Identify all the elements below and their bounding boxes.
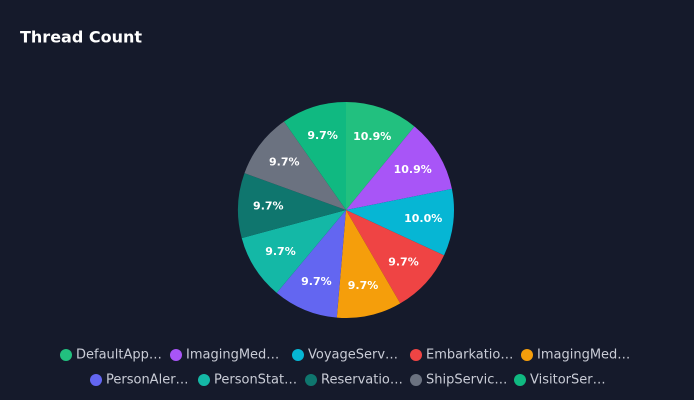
legend-marker bbox=[198, 374, 210, 386]
pie-slice bbox=[238, 173, 346, 239]
legend-label: ImagingMed… bbox=[186, 348, 279, 363]
slice-label: 10.9% bbox=[353, 130, 391, 143]
slice-label: 9.7% bbox=[388, 255, 419, 268]
legend-marker bbox=[305, 374, 317, 386]
legend-marker bbox=[60, 349, 72, 361]
legend-label: Embarkatio… bbox=[426, 348, 513, 363]
legend-label: VoyageServ… bbox=[308, 348, 398, 363]
slice-label: 9.7% bbox=[265, 245, 296, 258]
slice-label: 9.7% bbox=[269, 156, 300, 169]
slice-label: 10.9% bbox=[394, 163, 432, 176]
slice-label: 9.7% bbox=[301, 275, 332, 288]
chart-title: Thread Count bbox=[20, 28, 142, 47]
slice-label: 9.7% bbox=[307, 129, 338, 142]
legend-label: PersonStat… bbox=[214, 373, 297, 388]
legend-label: ShipServic… bbox=[426, 373, 507, 388]
pie-slice bbox=[346, 188, 454, 256]
legend-label: PersonAler… bbox=[106, 373, 189, 388]
legend-label: DefaultApp… bbox=[76, 348, 162, 363]
legend-label: ImagingMed… bbox=[537, 348, 630, 363]
legend-label: VisitorSer… bbox=[530, 373, 606, 388]
slice-label: 9.7% bbox=[348, 279, 379, 292]
slice-label: 10.0% bbox=[404, 212, 442, 225]
pie-slice bbox=[346, 126, 452, 210]
legend-marker bbox=[521, 349, 533, 361]
legend-marker bbox=[410, 374, 422, 386]
pie-slice bbox=[336, 210, 401, 318]
slice-label: 9.7% bbox=[253, 200, 284, 213]
legend-label: Reservatio… bbox=[321, 373, 403, 388]
pie-slice bbox=[284, 102, 346, 210]
legend-marker bbox=[410, 349, 422, 361]
pie-slice bbox=[346, 102, 415, 210]
legend-marker bbox=[514, 374, 526, 386]
legend-marker bbox=[170, 349, 182, 361]
pie-slice bbox=[276, 210, 346, 318]
pie-slice bbox=[346, 210, 445, 304]
pie-slice bbox=[241, 210, 346, 293]
legend-marker bbox=[90, 374, 102, 386]
pie-slice bbox=[244, 121, 346, 210]
legend-marker bbox=[292, 349, 304, 361]
